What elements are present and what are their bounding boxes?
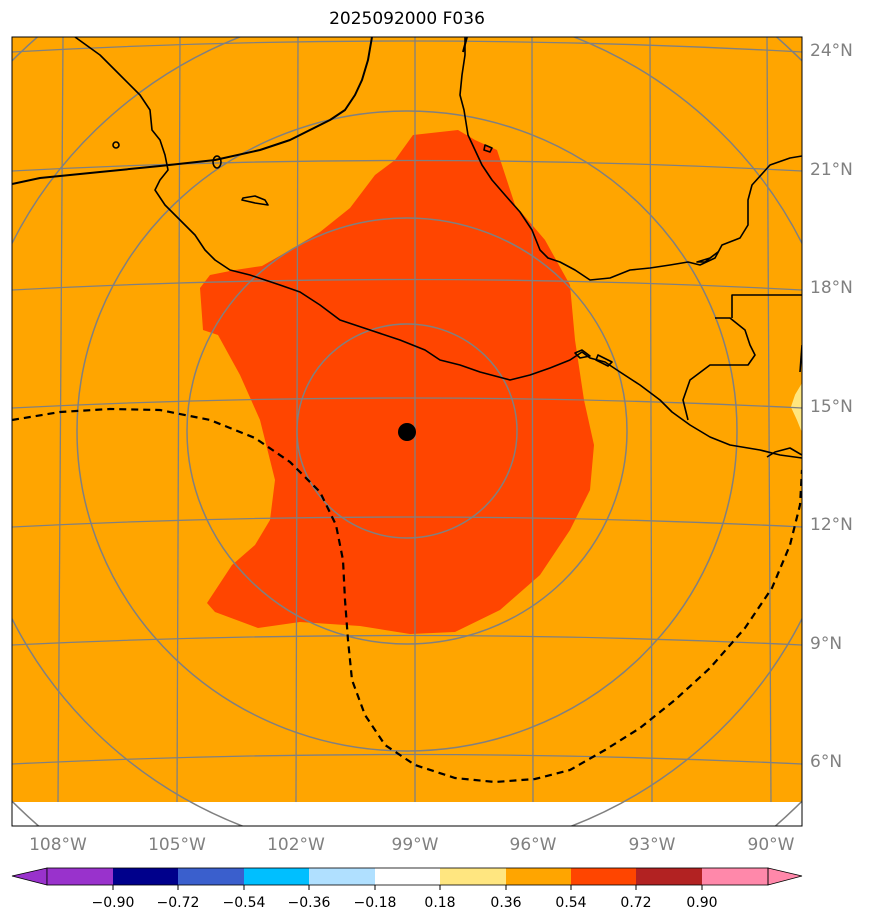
lon-label-108: 108°W [29,835,87,855]
lat-label-18: 18°N [810,278,853,298]
colorbar-segment-10 [636,868,702,885]
lat-label-12: 12°N [810,515,853,535]
lat-label-9: 9°N [810,634,842,654]
colorbar-label-1: −0.90 [92,895,135,911]
dashed-contour [12,407,802,784]
map-no-data-strip [12,802,802,826]
colorbar-segment-9 [571,868,636,885]
lat-label-6: 6°N [810,752,842,772]
colorbar-segment-8 [506,868,571,885]
map-frame [11,36,803,827]
colorbar-label-7: 0.36 [490,895,521,911]
colorbar-min-extension [11,867,48,886]
colorbar-label-8: 0.54 [555,895,586,911]
colorbar-label-3: −0.54 [223,895,266,911]
colorbar-segment-5 [309,868,375,885]
lon-label-99: 99°W [392,835,439,855]
colorbar-labels: −0.90 −0.72 −0.54 −0.36 −0.18 0.18 0.36 … [92,895,718,911]
colorbar-segment-2 [113,868,178,885]
colorbar-label-4: −0.36 [288,895,331,911]
lon-label-90: 90°W [748,835,795,855]
colorbar-segment-7 [440,868,506,885]
storm-center-dot [398,423,416,441]
colorbar: −0.90 −0.72 −0.54 −0.36 −0.18 0.18 0.36 … [11,867,803,911]
colorbar-segment-1 [47,868,113,885]
colorbar-label-6: 0.18 [424,895,455,911]
latitude-gridlines [12,40,802,765]
lat-label-24: 24°N [810,41,853,61]
colorbar-frame [46,867,769,886]
lon-label-102: 102°W [267,835,325,855]
map-title: 2025092000 F036 [329,9,485,29]
longitude-labels: 108°W 105°W 102°W 99°W 96°W 93°W 90°W [29,835,795,855]
lat-label-21: 21°N [810,160,853,180]
lon-label-93: 93°W [629,835,676,855]
colorbar-label-5: −0.18 [354,895,397,911]
core-region [200,130,594,634]
colorbar-label-2: −0.72 [157,895,200,911]
colorbar-segment-3 [178,868,244,885]
colorbar-segment-6 [375,868,440,885]
colorbar-label-10: 0.90 [686,895,717,911]
colorbar-max-extension [767,867,803,886]
lat-label-15: 15°N [810,397,853,417]
lon-label-96: 96°W [510,835,557,855]
latitude-labels: 24°N 21°N 18°N 15°N 12°N 9°N 6°N [810,41,853,772]
colorbar-ticks [112,885,703,890]
colorbar-segment-4 [244,868,309,885]
colorbar-label-9: 0.72 [620,895,651,911]
lon-label-105: 105°W [148,835,206,855]
colorbar-segment-11 [702,868,768,885]
coastlines [12,37,802,459]
